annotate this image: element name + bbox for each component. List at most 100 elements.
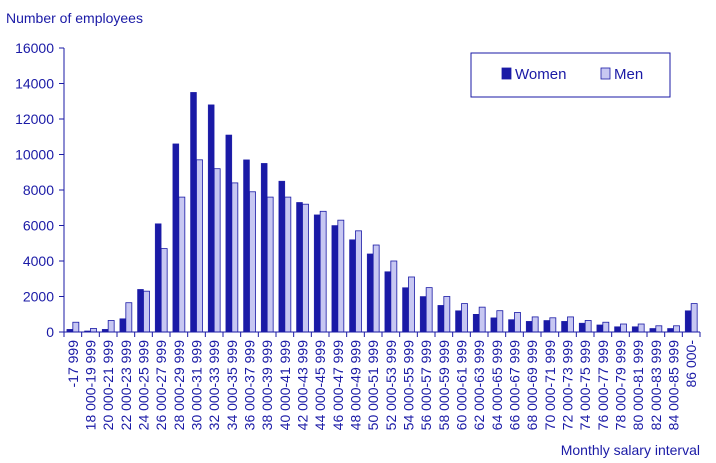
x-tick-label: 80 000-81 999 (630, 340, 646, 431)
x-tick-label: 64 000-65 999 (489, 340, 505, 431)
bar-women (225, 134, 233, 333)
bar-women (349, 239, 356, 333)
bar-men (143, 290, 150, 333)
bar-women (561, 321, 568, 333)
x-tick-label: -17 999 (65, 340, 81, 388)
y-tick-label: 14000 (15, 76, 54, 92)
bar-women (243, 159, 250, 333)
x-tick-label: 38 000-39 999 (259, 340, 275, 431)
bar-men (620, 323, 627, 333)
bar-women (384, 271, 392, 333)
bar-women (119, 318, 127, 333)
bar-men (514, 312, 521, 333)
bar-men (355, 230, 362, 333)
bar-women (137, 289, 144, 333)
bar-women (207, 104, 215, 333)
bar-women (649, 328, 657, 333)
x-tick-label: 76 000-77 999 (595, 340, 611, 431)
x-tick-label: 26 000-27 999 (153, 340, 169, 431)
x-tick-label: 72 000-73 999 (560, 340, 576, 431)
bar-women (296, 202, 303, 333)
bar-women (508, 319, 515, 333)
legend-swatch-men (600, 67, 611, 80)
bar-men (443, 296, 451, 333)
bar-men (390, 260, 398, 333)
y-axis-title: Number of employees (6, 10, 143, 26)
bar-men (408, 276, 415, 333)
y-tick-label: 8000 (23, 182, 54, 198)
bar-women (331, 225, 339, 333)
bar-women (154, 223, 162, 333)
bar-women (366, 253, 374, 333)
x-tick-label: 24 000-25 999 (136, 340, 152, 431)
bar-women (278, 180, 286, 333)
x-tick-label: 86 000- (683, 340, 699, 388)
y-axis: 0 2000 4000 6000 8000 10000 12000 14000 16000 (15, 40, 64, 340)
x-tick-label: 54 000-55 999 (401, 340, 417, 431)
x-tick-label: 82 000-83 999 (648, 340, 664, 431)
bar-men (284, 196, 292, 333)
bar-men (372, 244, 380, 333)
bar-women (684, 310, 692, 333)
x-tick-label: 66 000-67 999 (507, 340, 523, 431)
bar-women (260, 163, 268, 333)
bar-men (637, 323, 645, 333)
bar-women (578, 322, 586, 333)
bar-men (602, 321, 610, 333)
bar-men (567, 316, 574, 333)
bar-women (667, 328, 674, 333)
x-tick-label: 18 000-19 999 (83, 340, 99, 431)
x-tick-label: 50 000-51 999 (365, 340, 381, 431)
bar-men (302, 203, 309, 333)
x-tick-label: 78 000-79 999 (613, 340, 629, 431)
bar-women (402, 287, 409, 333)
x-tick-label: 28 000-29 999 (171, 340, 187, 431)
bar-men (319, 210, 327, 333)
x-tick-label: 56 000-57 999 (418, 340, 434, 431)
x-tick-label: 68 000-69 999 (524, 340, 540, 431)
bar-men (337, 219, 345, 333)
bar-women (596, 324, 604, 333)
legend-swatch-women (501, 67, 512, 80)
x-tick-label: 42 000-43 999 (295, 340, 311, 431)
y-tick-label: 6000 (23, 218, 54, 234)
legend-label-men: Men (614, 66, 643, 83)
y-tick-label: 0 (46, 324, 54, 340)
y-tick-label: 12000 (15, 111, 54, 127)
x-tick-label: 30 000-31 999 (189, 340, 205, 431)
bar-men (531, 316, 539, 333)
legend: Women Men (470, 52, 671, 98)
bar-men (90, 328, 97, 333)
bar-women (490, 317, 498, 333)
bar-women (313, 214, 321, 333)
bar-men (673, 325, 680, 333)
bar-men (107, 320, 115, 333)
bar-men (549, 317, 557, 333)
bar-men (125, 302, 133, 333)
bar-men (213, 168, 221, 333)
bar-women (525, 321, 533, 333)
bar-women (455, 310, 462, 333)
bars (66, 92, 698, 333)
y-tick-label: 4000 (23, 253, 54, 269)
bar-men (655, 325, 663, 333)
y-tick-label: 10000 (15, 147, 54, 163)
y-tick-label: 16000 (15, 40, 54, 56)
bar-men (72, 321, 80, 333)
x-tick-label: 48 000-49 999 (348, 340, 364, 431)
bar-men (231, 182, 239, 333)
x-tick-label: 46 000-47 999 (330, 340, 346, 431)
bar-men (584, 320, 592, 333)
bar-men (249, 191, 256, 333)
bar-men (160, 248, 168, 333)
x-tick-label: 52 000-53 999 (383, 340, 399, 431)
legend-label-women: Women (515, 66, 566, 83)
bar-men (266, 196, 274, 333)
bar-men (196, 159, 203, 333)
x-axis: -17 999 18 000-19 999 20 000-21 999 22 000-… (63, 332, 701, 431)
bar-men (496, 310, 504, 333)
x-tick-label: 58 000-59 999 (436, 340, 452, 431)
bar-women (472, 314, 480, 333)
bar-women (190, 92, 197, 333)
